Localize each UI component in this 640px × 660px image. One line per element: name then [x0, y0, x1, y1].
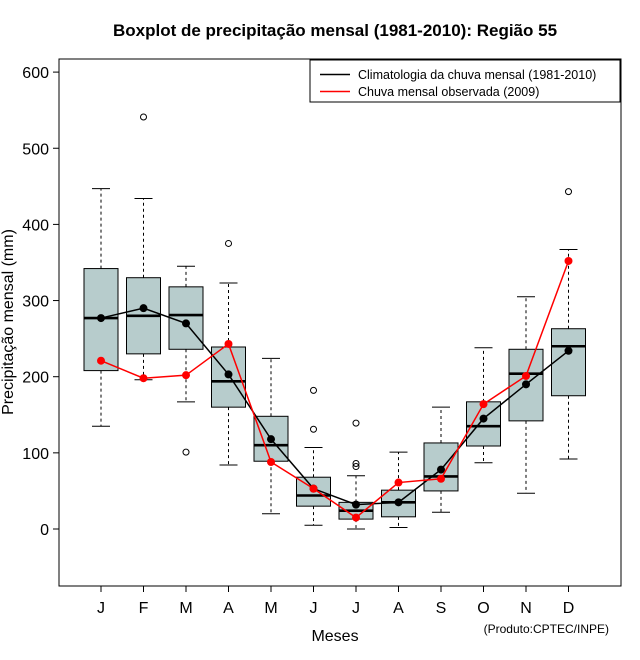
series-point-climatology	[352, 500, 360, 509]
series-point-observed	[437, 474, 445, 483]
series-point-observed	[564, 256, 573, 265]
series-point-climatology	[267, 435, 275, 444]
series-point-climatology	[224, 370, 233, 379]
x-tick-label: M	[264, 600, 277, 617]
y-tick-label: 500	[22, 141, 49, 158]
series-point-observed	[267, 457, 275, 466]
series-line-climatology	[100, 307, 569, 506]
credit-text: (Produto:CPTEC/INPE)	[484, 622, 609, 636]
series-point-climatology	[479, 414, 488, 423]
y-tick-label: 0	[40, 522, 49, 539]
plot-frame	[58, 58, 622, 587]
legend-label-observed: Chuva mensal observada (2009)	[358, 85, 539, 99]
series-point-observed	[394, 478, 403, 487]
series-point-climatology	[437, 465, 445, 474]
outlier-point	[565, 188, 572, 196]
series-point-climatology	[139, 304, 148, 313]
box-8	[381, 451, 416, 528]
outlier-point	[310, 425, 317, 433]
box-6	[296, 386, 331, 526]
box-3	[168, 265, 204, 456]
x-tick-label: N	[520, 600, 532, 617]
box-2	[126, 113, 161, 381]
y-tick-label: 100	[22, 446, 49, 463]
x-tick-label: S	[436, 600, 447, 617]
box-7	[338, 419, 374, 530]
box-iqr	[168, 286, 204, 350]
outlier-point	[182, 448, 190, 456]
outlier-point	[225, 239, 232, 247]
box-9	[423, 406, 459, 513]
outlier-point	[140, 113, 147, 121]
y-tick-label: 200	[22, 370, 49, 387]
outlier-point	[352, 419, 360, 427]
series-point-observed	[224, 339, 233, 348]
x-tick-label: F	[139, 600, 149, 617]
box-11	[508, 296, 544, 494]
series-point-observed	[309, 484, 318, 493]
series-point-observed	[139, 374, 148, 383]
series-point-climatology	[522, 380, 530, 389]
x-tick-label: D	[563, 600, 575, 617]
outlier-point	[352, 463, 360, 471]
x-tick-label: A	[393, 600, 404, 617]
box-12	[551, 188, 586, 460]
x-tick-label: J	[310, 600, 318, 617]
legend: Climatologia da chuva mensal (1981-2010)…	[309, 59, 621, 103]
series-point-observed	[352, 513, 360, 522]
box-1	[83, 188, 119, 427]
y-tick-label: 300	[22, 294, 49, 311]
series-point-climatology	[394, 498, 403, 507]
series-point-climatology	[97, 314, 105, 323]
series-point-observed	[97, 356, 105, 365]
legend-frame	[309, 59, 621, 103]
x-tick-label: J	[97, 600, 105, 617]
series-point-climatology	[564, 346, 573, 355]
outlier-point	[310, 386, 317, 394]
box-iqr	[551, 328, 586, 397]
x-tick-label: M	[179, 600, 192, 617]
outlier-point	[352, 460, 360, 468]
series-point-observed	[182, 371, 190, 380]
chart-title: Boxplot de precipitação mensal (1981-201…	[113, 21, 557, 40]
y-tick-label: 600	[22, 65, 49, 82]
series-point-climatology	[182, 319, 190, 328]
y-axis-label: Precipitação mensal (mm)	[0, 229, 17, 415]
box-5	[253, 357, 289, 515]
box-iqr	[253, 415, 289, 462]
y-tick-label: 400	[22, 217, 49, 234]
x-tick-label: A	[223, 600, 234, 617]
x-axis-label: Meses	[311, 628, 358, 645]
series-line-observed	[100, 260, 570, 519]
x-tick-label: J	[352, 600, 360, 617]
x-tick-label: O	[477, 600, 489, 617]
series-point-observed	[479, 400, 488, 409]
series-point-observed	[522, 371, 530, 380]
legend-label-climatology: Climatologia da chuva mensal (1981-2010)	[358, 68, 596, 82]
